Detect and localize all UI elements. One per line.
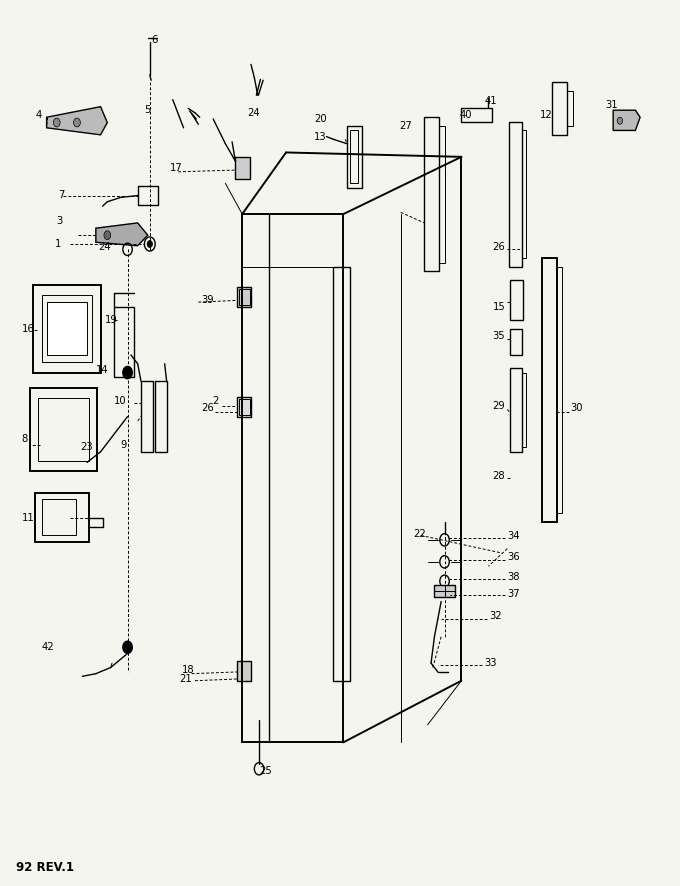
Text: 13: 13 xyxy=(314,132,327,142)
Bar xyxy=(47,302,87,355)
Polygon shape xyxy=(96,223,148,245)
Text: 38: 38 xyxy=(507,571,520,582)
Text: 10: 10 xyxy=(114,396,126,406)
Bar xyxy=(38,398,89,461)
Text: 17: 17 xyxy=(170,163,183,174)
Text: 28: 28 xyxy=(492,471,505,481)
Text: 8: 8 xyxy=(22,433,28,444)
Text: 18: 18 xyxy=(182,665,194,675)
Circle shape xyxy=(147,240,152,247)
Bar xyxy=(350,130,358,183)
Bar xyxy=(30,387,97,471)
Bar xyxy=(567,91,573,126)
Bar xyxy=(510,369,522,452)
Text: 25: 25 xyxy=(259,766,272,775)
Text: 21: 21 xyxy=(180,674,192,684)
Bar xyxy=(154,381,167,452)
Circle shape xyxy=(123,367,133,378)
Text: 12: 12 xyxy=(540,111,552,120)
Bar xyxy=(237,397,251,416)
Polygon shape xyxy=(613,110,640,130)
Bar xyxy=(543,258,557,522)
Text: 26: 26 xyxy=(492,242,505,252)
Text: 42: 42 xyxy=(42,642,54,652)
Text: 30: 30 xyxy=(571,403,583,413)
Circle shape xyxy=(53,118,60,127)
Text: 33: 33 xyxy=(484,658,497,668)
Bar xyxy=(235,157,250,179)
Circle shape xyxy=(104,231,111,239)
Text: 19: 19 xyxy=(105,315,118,325)
Text: 92 REV.1: 92 REV.1 xyxy=(16,861,74,874)
Text: 40: 40 xyxy=(460,111,473,120)
Text: 29: 29 xyxy=(492,401,505,411)
Text: 35: 35 xyxy=(492,330,505,340)
Text: 37: 37 xyxy=(507,589,520,600)
Text: 9: 9 xyxy=(121,439,127,450)
Text: 24: 24 xyxy=(248,108,260,118)
Bar xyxy=(552,82,567,135)
Circle shape xyxy=(617,117,623,124)
Text: 15: 15 xyxy=(492,301,505,312)
Bar xyxy=(522,373,526,447)
Text: 4: 4 xyxy=(35,111,41,120)
Text: 34: 34 xyxy=(507,532,520,541)
Text: 36: 36 xyxy=(507,553,520,563)
Text: 2: 2 xyxy=(212,396,218,406)
Text: 14: 14 xyxy=(96,365,109,375)
Bar xyxy=(333,267,350,680)
Bar xyxy=(522,130,526,258)
Text: 16: 16 xyxy=(22,323,35,333)
Bar xyxy=(435,585,455,597)
Bar xyxy=(239,399,250,415)
Bar xyxy=(141,381,153,452)
Bar xyxy=(42,500,75,534)
Text: 1: 1 xyxy=(54,239,61,249)
Bar xyxy=(424,117,439,271)
Bar xyxy=(42,295,92,362)
Circle shape xyxy=(123,641,133,654)
Bar xyxy=(35,494,89,541)
Bar xyxy=(510,329,522,355)
Text: 27: 27 xyxy=(399,121,412,131)
Text: 31: 31 xyxy=(605,100,617,110)
Bar xyxy=(462,108,492,121)
Bar xyxy=(237,661,251,680)
Bar xyxy=(33,284,101,373)
Text: 39: 39 xyxy=(202,295,214,306)
Text: 7: 7 xyxy=(58,190,65,199)
Bar xyxy=(114,307,134,377)
Text: 5: 5 xyxy=(144,105,151,115)
Text: 41: 41 xyxy=(485,97,498,106)
Bar xyxy=(347,126,362,188)
Text: 23: 23 xyxy=(80,442,93,453)
Text: 6: 6 xyxy=(151,35,158,45)
Bar xyxy=(510,280,524,320)
Bar xyxy=(509,121,522,267)
Text: 20: 20 xyxy=(314,114,327,124)
Text: 11: 11 xyxy=(22,513,35,523)
Bar xyxy=(557,267,562,513)
Text: 3: 3 xyxy=(56,216,63,226)
Text: 24: 24 xyxy=(99,242,111,252)
Bar xyxy=(237,287,251,307)
Text: 32: 32 xyxy=(490,611,503,621)
Text: 26: 26 xyxy=(202,403,214,413)
Bar xyxy=(239,289,250,305)
Polygon shape xyxy=(47,106,107,135)
Bar xyxy=(137,186,158,206)
Text: 22: 22 xyxy=(413,529,426,539)
Bar xyxy=(439,126,445,262)
Circle shape xyxy=(73,118,80,127)
